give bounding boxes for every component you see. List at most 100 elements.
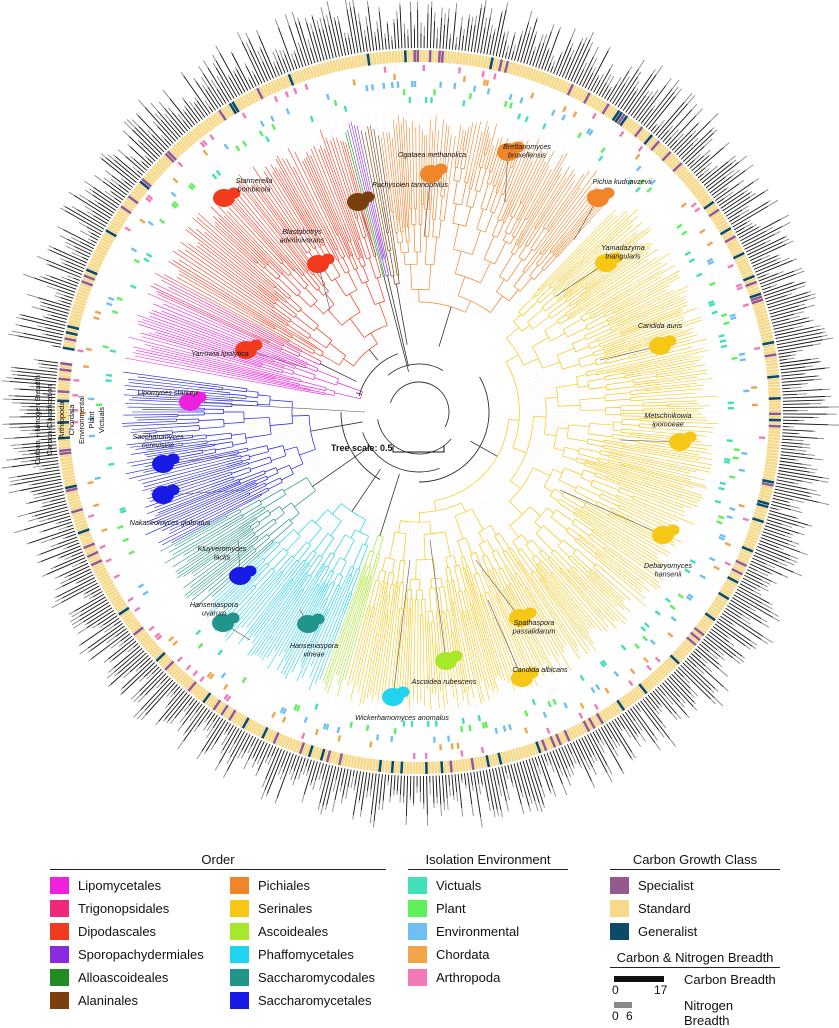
carbon-breadth-mark [741, 581, 756, 589]
environment-cell [656, 657, 660, 661]
internal-branch [599, 458, 609, 460]
carbon-breadth-mark [665, 681, 680, 698]
internal-branch [554, 489, 563, 494]
carbon-breadth-mark [553, 55, 561, 74]
nitrogen-breadth-mark [543, 804, 544, 807]
growth-class-cell [768, 432, 780, 433]
nitrogen-breadth-mark [72, 206, 77, 209]
internal-branch-arc [466, 206, 472, 208]
internal-branch-arc [433, 237, 440, 238]
nitrogen-breadth-mark [761, 639, 768, 644]
internal-branch [249, 452, 268, 457]
internal-branch [298, 520, 312, 534]
nitrogen-breadth-mark [79, 645, 81, 646]
internal-branch [154, 419, 176, 420]
leaf-guide-line [406, 107, 414, 302]
growth-class-cell [390, 51, 391, 63]
internal-branch [514, 314, 521, 321]
carbon-breadth-mark [87, 227, 101, 235]
nitrogen-breadth-mark [12, 331, 24, 333]
internal-branch [290, 321, 310, 335]
environment-cell [543, 124, 545, 129]
environment-cell [636, 188, 640, 192]
environment-cell [525, 728, 527, 734]
carbon-breadth-mark [650, 693, 660, 705]
internal-branch [491, 525, 497, 534]
internal-branch-arc [337, 259, 339, 260]
internal-branch [360, 520, 366, 532]
nitrogen-breadth-mark [183, 109, 185, 111]
nitrogen-breadth-mark [456, 3, 457, 12]
environment-cell [324, 723, 326, 729]
nitrogen-breadth-mark [58, 557, 61, 558]
internal-branch [463, 136, 465, 149]
carbon-breadth-mark [392, 40, 393, 49]
nitrogen-breadth-mark [37, 554, 40, 555]
internal-branch [395, 248, 399, 275]
nitrogen-breadth-mark [58, 527, 66, 530]
carbon-breadth-mark [768, 295, 810, 308]
internal-branch [300, 310, 318, 325]
internal-branch-arc [370, 551, 374, 552]
carbon-breadth-mark [168, 695, 189, 721]
nitrogen-breadth-mark [622, 770, 624, 774]
internal-branch [450, 567, 452, 579]
internal-branch-arc [348, 257, 350, 258]
carbon-breadth-mark [737, 589, 762, 603]
environment-cell [651, 640, 655, 644]
internal-branch [384, 584, 387, 603]
nitrogen-breadth-mark [140, 677, 145, 682]
carbon-breadth-mark [747, 237, 784, 255]
environment-cell [737, 287, 743, 289]
nitrogen-breadth-mark [635, 721, 642, 731]
nitrogen-breadth-mark [104, 659, 108, 662]
nitrogen-breadth-mark [39, 469, 44, 470]
nitrogen-breadth-mark [462, 808, 463, 817]
nitrogen-breadth-mark [21, 430, 32, 431]
nitrogen-breadth-mark [742, 206, 748, 210]
environment-cell [144, 259, 149, 262]
environment-cell [548, 701, 550, 706]
carbon-breadth-mark [267, 750, 284, 793]
internal-branch [397, 233, 398, 243]
carbon-breadth-mark [767, 292, 808, 305]
growth-class-cell [59, 373, 71, 374]
carbon-breadth-mark [610, 71, 629, 102]
growth-class-cell [767, 376, 779, 377]
nitrogen-breadth-mark [571, 43, 573, 48]
nitrogen-breadth-mark [47, 286, 57, 290]
carbon-breadth-mark [119, 185, 129, 193]
internal-branch-arc [391, 584, 394, 585]
nitrogen-breadth-mark [241, 753, 244, 759]
internal-branch-arc [446, 556, 454, 558]
nitrogen-breadth-mark [659, 120, 664, 126]
internal-branch [518, 297, 533, 312]
nitrogen-breadth-mark [163, 719, 165, 721]
internal-branch [407, 598, 408, 617]
internal-branch [282, 503, 292, 510]
growth-class-cell [380, 760, 381, 772]
carbon-breadth-mark [114, 646, 140, 668]
internal-branch-arc [616, 495, 617, 497]
nitrogen-breadth-mark [665, 696, 673, 705]
environment-cell [591, 688, 594, 693]
nitrogen-breadth-mark [56, 292, 65, 295]
nitrogen-breadth-mark [48, 249, 50, 250]
nitrogen-breadth-mark [539, 803, 542, 812]
nitrogen-breadth-mark [248, 78, 249, 80]
growth-class-cell [58, 441, 70, 442]
environment-cell [281, 707, 284, 712]
carbon-breadth-mark [628, 710, 636, 721]
nitrogen-breadth-mark [808, 525, 812, 526]
growth-class-cell [59, 450, 71, 451]
nitrogen-breadth-mark [808, 291, 811, 292]
environment-cell [452, 743, 453, 749]
internal-branch-arc [474, 573, 479, 575]
carbon-breadth-mark [625, 712, 640, 734]
nitrogen-breadth-mark [693, 706, 697, 710]
carbon-breadth-mark [260, 743, 267, 759]
internal-branch [430, 522, 431, 534]
internal-branch [397, 560, 400, 582]
internal-branch-arc [345, 535, 354, 540]
internal-branch [461, 503, 465, 512]
